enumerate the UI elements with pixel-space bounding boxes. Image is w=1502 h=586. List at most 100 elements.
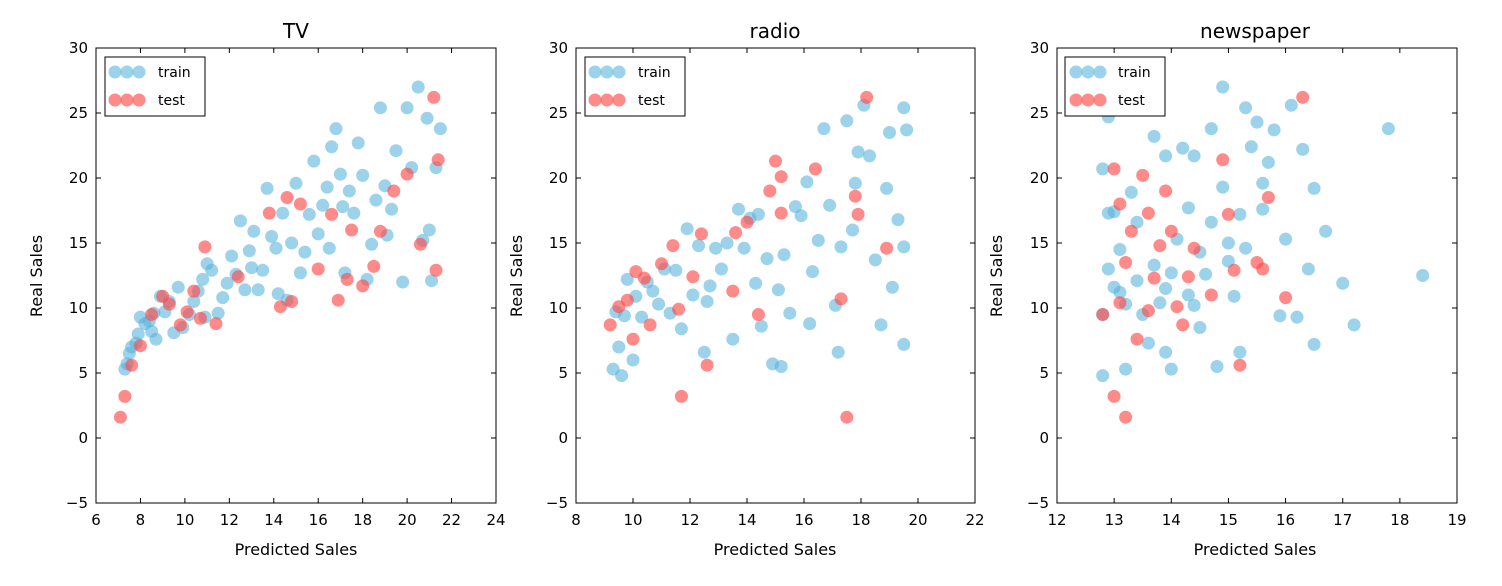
data-point-test — [1107, 389, 1121, 403]
y-tick-label: 30 — [69, 39, 88, 57]
data-point-train — [396, 275, 410, 289]
data-point-train — [322, 241, 336, 255]
data-point-train — [1284, 98, 1298, 112]
legend-label-train: train — [1118, 65, 1151, 81]
data-point-test — [860, 90, 874, 104]
data-point-train — [674, 322, 688, 336]
data-point-train — [245, 261, 259, 275]
x-tick-label: 15 — [1219, 511, 1238, 529]
x-axis-label: Predicted Sales — [1194, 540, 1317, 559]
data-point-train — [220, 276, 234, 290]
data-point-train — [356, 168, 370, 182]
data-point-test — [367, 259, 381, 273]
legend-marker-test — [612, 93, 626, 107]
data-point-train — [269, 241, 283, 255]
data-point-train — [1187, 149, 1201, 163]
data-point-train — [692, 239, 706, 253]
y-tick-label: 5 — [78, 364, 88, 382]
data-point-test — [808, 162, 822, 176]
data-point-test — [387, 184, 401, 198]
data-point-test — [626, 332, 640, 346]
data-point-train — [302, 207, 316, 221]
data-point-train — [293, 266, 307, 280]
data-point-train — [1096, 162, 1110, 176]
data-point-train — [803, 317, 817, 331]
x-tick-label: 10 — [175, 511, 194, 529]
legend-marker-train — [1081, 65, 1095, 79]
data-point-test — [1159, 184, 1173, 198]
data-point-test — [740, 215, 754, 229]
data-point-train — [823, 198, 837, 212]
data-point-train — [714, 262, 728, 276]
x-axis-label: Predicted Sales — [235, 540, 358, 559]
y-tick-label: 15 — [69, 234, 88, 252]
data-point-train — [365, 237, 379, 251]
data-point-train — [233, 214, 247, 228]
x-tick-label: 13 — [1105, 511, 1124, 529]
data-point-test — [273, 300, 287, 314]
data-point-train — [754, 319, 768, 333]
data-point-train — [1290, 310, 1304, 324]
data-point-test — [198, 240, 212, 254]
data-point-train — [225, 249, 239, 263]
data-point-train — [1301, 262, 1315, 276]
data-point-test — [280, 191, 294, 204]
data-point-train — [1256, 176, 1270, 190]
data-point-test — [429, 263, 443, 277]
data-point-test — [1221, 207, 1235, 221]
data-point-train — [1210, 360, 1224, 373]
y-tick-label: 20 — [1030, 169, 1049, 187]
data-point-test — [1113, 296, 1127, 310]
data-point-train — [760, 252, 774, 266]
data-point-train — [1204, 122, 1218, 136]
legend-label-train: train — [158, 65, 191, 81]
data-point-train — [652, 297, 666, 311]
y-tick-label: 25 — [1030, 104, 1049, 122]
data-point-train — [1307, 337, 1321, 351]
data-point-train — [800, 175, 814, 189]
data-point-test — [325, 207, 339, 221]
data-point-test — [1233, 358, 1247, 372]
y-tick-label: 15 — [1030, 234, 1049, 252]
data-point-test — [1141, 304, 1155, 318]
data-point-train — [794, 209, 808, 223]
data-point-train — [1261, 155, 1275, 169]
data-point-train — [846, 223, 859, 237]
y-tick-label: 20 — [69, 169, 88, 187]
data-point-train — [709, 241, 723, 255]
data-point-train — [316, 198, 330, 212]
data-point-train — [737, 241, 751, 255]
data-point-test — [113, 410, 127, 424]
data-point-train — [806, 265, 819, 279]
data-point-train — [425, 274, 439, 288]
data-point-test — [1119, 256, 1133, 269]
data-point-train — [400, 101, 414, 115]
legend-marker-test — [1069, 93, 1083, 107]
data-point-test — [1216, 153, 1230, 167]
data-point-train — [211, 306, 225, 320]
legend-marker-train — [600, 65, 614, 79]
data-point-test — [666, 239, 680, 253]
data-point-test — [1227, 263, 1241, 277]
data-point-train — [1147, 258, 1161, 272]
data-point-test — [133, 339, 147, 353]
data-point-test — [674, 389, 688, 403]
x-tick-label: 14 — [737, 511, 756, 529]
legend-marker-test — [588, 93, 602, 107]
y-tick-label: 10 — [549, 299, 568, 317]
data-point-train — [620, 272, 634, 286]
legend-marker-train — [612, 65, 626, 79]
x-tick-label: 16 — [794, 511, 813, 529]
data-point-test — [1107, 162, 1121, 176]
data-point-train — [1164, 266, 1178, 280]
x-tick-label: 17 — [1333, 511, 1352, 529]
data-point-test — [655, 257, 668, 271]
legend: train test — [1064, 56, 1166, 117]
data-point-test — [694, 227, 708, 241]
data-point-test — [840, 410, 854, 424]
data-point-train — [874, 318, 888, 332]
data-point-train — [347, 206, 361, 220]
data-point-test — [356, 279, 370, 293]
data-point-test — [427, 90, 441, 104]
data-point-train — [187, 295, 201, 308]
